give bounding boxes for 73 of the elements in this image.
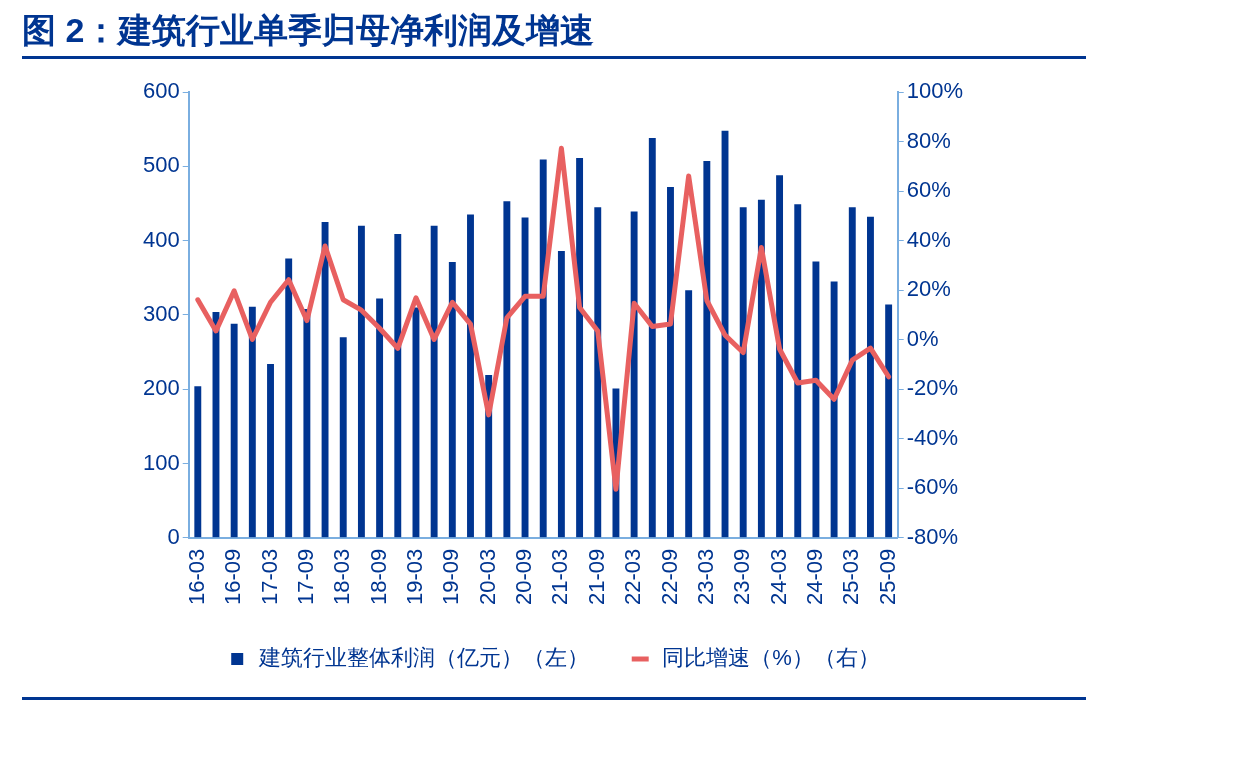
bar [848, 207, 856, 538]
bar [594, 207, 602, 538]
y-tick-label: 600 [142, 78, 180, 104]
y-tick-label: 0 [167, 523, 180, 549]
x-tick-label: 23-03 [692, 548, 718, 606]
x-tick-label: 25-09 [874, 548, 900, 606]
bar [339, 337, 347, 538]
legend-label: 同比增速（%）（右） [662, 645, 880, 671]
y2-tick-label: 0% [906, 325, 939, 351]
y2-tick-label: -80% [906, 523, 959, 549]
y2-tick-label: 40% [906, 226, 951, 252]
bar [576, 158, 584, 538]
bar [630, 211, 638, 538]
x-tick-label: 19-03 [402, 548, 428, 606]
y2-tick-label: -60% [906, 474, 959, 500]
x-tick-label: 21-09 [583, 548, 609, 606]
bar [794, 204, 802, 538]
bar [830, 281, 838, 538]
bar [357, 225, 365, 538]
x-tick-label: 20-09 [511, 548, 537, 606]
y-tick-label: 400 [142, 226, 180, 252]
y2-tick-label: 100% [906, 78, 964, 104]
bar [776, 175, 784, 538]
y2-tick-label: 20% [906, 276, 951, 302]
bar [230, 323, 238, 538]
x-tick-label: 24-09 [801, 548, 827, 606]
chart-title: 图 2：建筑行业单季归母净利润及增速 [22, 10, 595, 51]
y2-tick-label: 60% [906, 177, 951, 203]
bar [703, 161, 711, 538]
x-tick-label: 20-03 [474, 548, 500, 606]
bar [321, 222, 329, 538]
bar [430, 225, 438, 538]
y-tick-label: 200 [142, 375, 180, 401]
x-tick-label: 19-09 [438, 548, 464, 606]
x-tick-label: 25-03 [838, 548, 864, 606]
bar [394, 233, 402, 538]
y-tick-label: 100 [142, 449, 180, 475]
y-tick-label: 500 [142, 152, 180, 178]
x-tick-label: 17-09 [292, 548, 318, 606]
bar [267, 363, 274, 538]
bar [467, 214, 474, 538]
bar [757, 199, 765, 538]
y2-tick-label: 80% [906, 127, 951, 153]
bar [812, 261, 820, 538]
x-tick-label: 22-09 [656, 548, 682, 606]
x-tick-label: 17-03 [256, 548, 282, 606]
bar [376, 298, 384, 538]
bar [685, 290, 693, 538]
x-tick-label: 24-03 [765, 548, 791, 606]
bar [885, 304, 893, 538]
x-tick-label: 21-03 [547, 548, 573, 606]
x-tick-label: 16-03 [183, 548, 209, 606]
bar [648, 138, 656, 538]
legend-label: 建筑行业整体利润（亿元）（左） [258, 645, 590, 671]
x-tick-label: 18-03 [329, 548, 355, 606]
x-tick-label: 22-03 [620, 548, 646, 606]
bar [539, 159, 547, 538]
bar [867, 216, 874, 538]
bar [739, 207, 747, 538]
bar [503, 201, 511, 538]
bar [557, 250, 565, 538]
x-tick-label: 18-09 [365, 548, 391, 606]
bar [667, 187, 674, 538]
bar [448, 262, 456, 538]
x-tick-label: 16-09 [220, 548, 246, 606]
y-tick-label: 300 [142, 300, 180, 326]
bar [248, 306, 256, 538]
bar [303, 308, 311, 538]
y2-tick-label: -20% [906, 375, 959, 401]
y2-tick-label: -40% [906, 424, 959, 450]
x-tick-label: 23-09 [729, 548, 755, 606]
bar [285, 258, 293, 538]
bar [194, 386, 202, 538]
